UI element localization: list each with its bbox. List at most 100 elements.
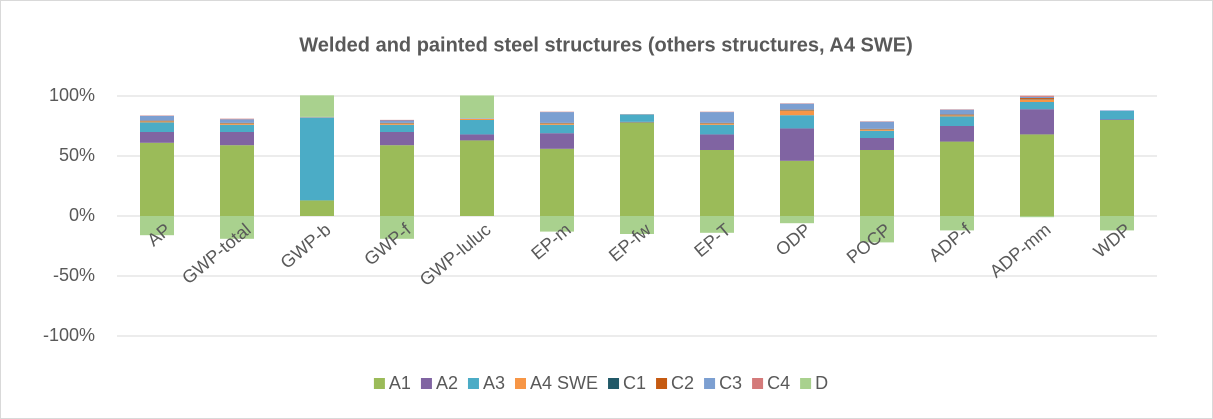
bar-segment (1100, 120, 1134, 216)
bar-segment (860, 130, 894, 138)
bar-segment (220, 119, 254, 123)
bar-segment (540, 124, 574, 134)
legend-swatch (515, 378, 526, 389)
bar-segment (300, 117, 334, 201)
bar-segment (780, 110, 814, 116)
bar-segment (140, 216, 174, 236)
bar-segment (140, 115, 174, 121)
chart-title: Welded and painted steel structures (oth… (299, 34, 912, 56)
bar-segment (1100, 110, 1134, 111)
bar-segment (220, 124, 254, 132)
bar-segment (140, 122, 174, 132)
bar-segment (940, 116, 974, 126)
bar-segment (380, 124, 414, 132)
bar-segment (380, 123, 414, 125)
legend-swatch (704, 378, 716, 389)
bar-segment (1020, 134, 1054, 216)
bar-segment (1100, 111, 1134, 120)
bar-segment (1020, 98, 1054, 100)
legend-label: A4 SWE (530, 373, 598, 393)
bar-segment (1020, 102, 1054, 110)
bar-segment (1020, 96, 1054, 99)
y-tick-label: -50% (53, 265, 95, 285)
bar-segment (620, 122, 654, 216)
bar-segment (460, 118, 494, 119)
bar-segment (380, 145, 414, 216)
legend-label: C1 (623, 373, 646, 393)
bar-segment (460, 120, 494, 135)
bar-segment (540, 216, 574, 232)
legend-swatch (373, 378, 385, 389)
bar-segment (380, 216, 414, 239)
bar-segment (700, 124, 734, 135)
bar-segment (380, 120, 414, 123)
legend-label: D (815, 373, 828, 393)
bar-segment (780, 160, 814, 216)
bar-segment (300, 200, 334, 216)
legend-label: C2 (671, 373, 694, 393)
legend-label: A2 (436, 373, 458, 393)
bar-segment (860, 138, 894, 150)
bar-segment (220, 118, 254, 120)
bar-segment (380, 119, 414, 121)
bar-segment (540, 148, 574, 216)
bar-segment (940, 141, 974, 216)
bar-segment (220, 123, 254, 125)
bar-segment (860, 150, 894, 216)
bar-segment (700, 134, 734, 150)
bar-segment (220, 216, 254, 239)
bar-segment (540, 133, 574, 149)
y-tick-label: 100% (49, 85, 95, 105)
legend-swatch (656, 378, 668, 389)
bar-segment (940, 109, 974, 115)
legend-label: C3 (719, 373, 742, 393)
bar-segment (780, 128, 814, 161)
bar-segment (1020, 216, 1054, 218)
bar-segment (620, 216, 654, 234)
legend-swatch (752, 378, 764, 389)
bar-segment (700, 150, 734, 216)
bar-segment (460, 95, 494, 119)
legend-label: C4 (767, 373, 790, 393)
bar-segment (460, 134, 494, 141)
bar-segment (940, 126, 974, 142)
bar-segment (540, 123, 574, 125)
legend-swatch (800, 378, 812, 389)
bar-segment (140, 142, 174, 216)
legend-label: A1 (389, 373, 411, 393)
bar-segment (1020, 99, 1054, 102)
bar-segment (460, 118, 494, 120)
bar-segment (700, 123, 734, 125)
bar-segment (860, 216, 894, 243)
bar-segment (460, 140, 494, 216)
bar-segment (700, 216, 734, 233)
bar-segment (940, 216, 974, 231)
bar-segment (1020, 95, 1054, 97)
bar-segment (1100, 119, 1134, 120)
y-tick-label: 0% (69, 205, 95, 225)
bar-segment (780, 115, 814, 129)
legend-label: A3 (483, 373, 505, 393)
bar-segment (300, 95, 334, 117)
y-tick-label: -100% (43, 325, 95, 345)
bar-segment (380, 132, 414, 146)
bar-segment (1100, 216, 1134, 231)
bar-segment (700, 112, 734, 123)
bar-segment (140, 132, 174, 143)
bar-segment (860, 129, 894, 131)
bar-segment (620, 121, 654, 123)
bar-segment (780, 216, 814, 224)
bar-segment (620, 114, 654, 122)
bar-segment (220, 145, 254, 216)
bar-segment (860, 121, 894, 129)
bar-segment (940, 115, 974, 117)
bar-segment (220, 132, 254, 146)
bar-segment (540, 112, 574, 123)
bar-segment (140, 121, 174, 123)
bar-segment (1020, 109, 1054, 135)
bar-segment (780, 103, 814, 110)
legend-swatch (608, 378, 620, 389)
legend-swatch (420, 378, 432, 389)
